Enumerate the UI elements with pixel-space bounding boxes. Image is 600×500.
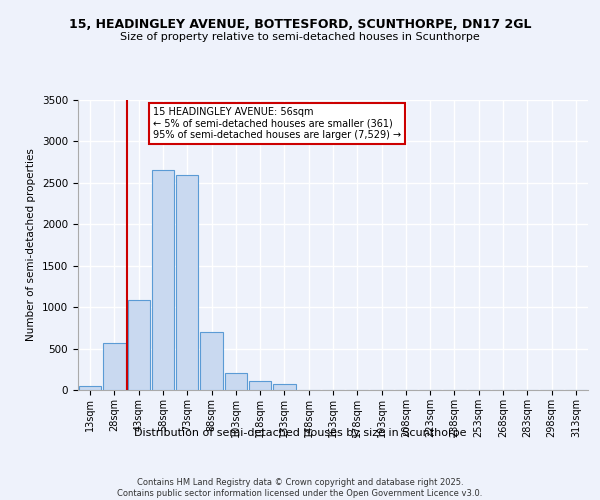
Bar [224, 374, 247, 390]
Bar [176, 176, 199, 390]
Bar [79, 386, 101, 390]
Bar [273, 384, 296, 390]
Text: 15 HEADINGLEY AVENUE: 56sqm
← 5% of semi-detached houses are smaller (361)
95% o: 15 HEADINGLEY AVENUE: 56sqm ← 5% of semi… [153, 106, 401, 140]
Y-axis label: Number of semi-detached properties: Number of semi-detached properties [26, 148, 37, 342]
Bar [200, 332, 223, 390]
Text: Contains HM Land Registry data © Crown copyright and database right 2025.
Contai: Contains HM Land Registry data © Crown c… [118, 478, 482, 498]
Bar [103, 343, 125, 390]
Bar [249, 381, 271, 390]
Text: Size of property relative to semi-detached houses in Scunthorpe: Size of property relative to semi-detach… [120, 32, 480, 42]
Text: Distribution of semi-detached houses by size in Scunthorpe: Distribution of semi-detached houses by … [134, 428, 466, 438]
Bar [128, 300, 150, 390]
Text: 15, HEADINGLEY AVENUE, BOTTESFORD, SCUNTHORPE, DN17 2GL: 15, HEADINGLEY AVENUE, BOTTESFORD, SCUNT… [69, 18, 531, 30]
Bar [152, 170, 174, 390]
